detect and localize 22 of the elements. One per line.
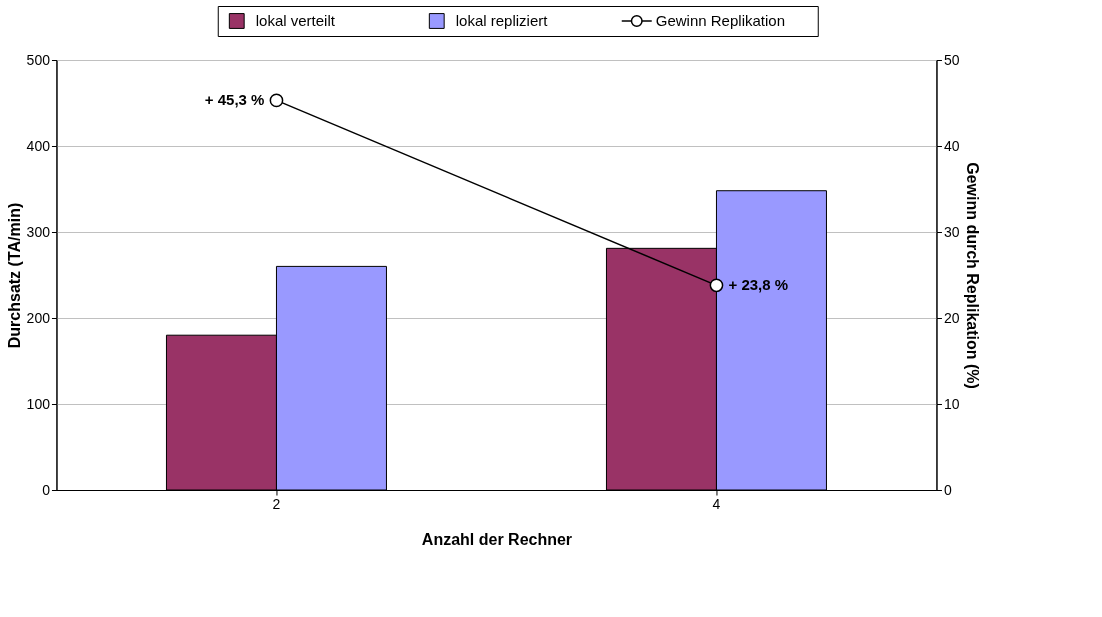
y2-tick-label: 0: [943, 481, 952, 498]
legend-label: Gewinn Replikation: [655, 12, 785, 29]
y2-tick-label: 50: [943, 51, 960, 68]
y-tick-label: 300: [26, 223, 51, 240]
y2-axis-title: Gewinn durch Replikation (%): [963, 162, 981, 389]
y-tick-label: 500: [26, 51, 51, 68]
y-tick-label: 400: [26, 137, 51, 154]
y-axis-title: Durchsatz (TA/min): [5, 202, 23, 349]
y2-tick-label: 30: [943, 223, 960, 240]
legend-label: lokal repliziert: [455, 12, 549, 29]
y-tick-label: 0: [42, 481, 51, 498]
x-axis-title: Anzahl der Rechner: [421, 530, 573, 548]
data-label: + 45,3 %: [204, 91, 265, 109]
y-tick-label: 100: [26, 395, 51, 412]
y2-tick-label: 40: [943, 137, 960, 154]
data-label: + 23,8 %: [728, 276, 789, 294]
legend-label: lokal verteilt: [255, 12, 336, 29]
y-tick-label: 200: [26, 309, 51, 326]
y2-tick-label: 10: [943, 395, 960, 412]
x-tick-label: 2: [272, 495, 281, 512]
y2-tick-label: 20: [943, 309, 960, 326]
x-tick-label: 4: [712, 495, 721, 512]
